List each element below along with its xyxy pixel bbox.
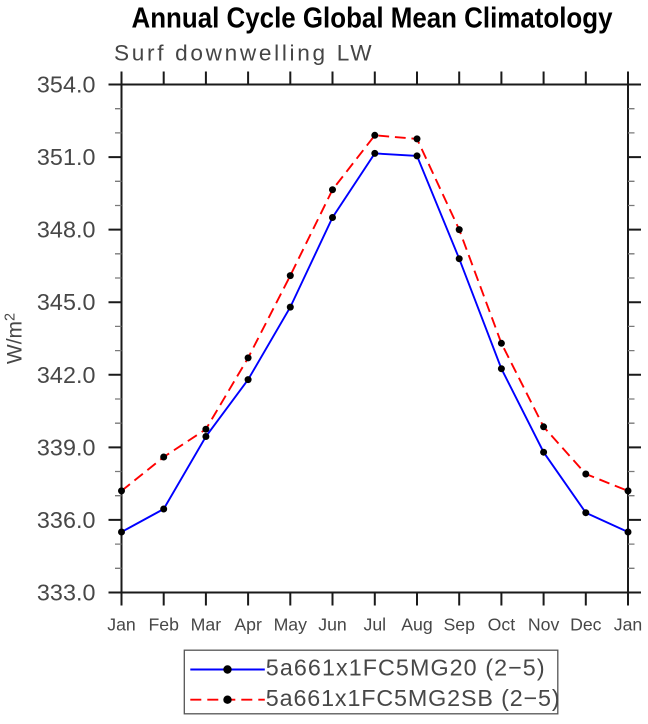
svg-text:Sep: Sep [443,615,475,635]
svg-text:351.0: 351.0 [37,144,96,170]
svg-text:Mar: Mar [191,615,222,635]
svg-text:Nov: Nov [528,615,560,635]
svg-text:354.0: 354.0 [37,72,96,98]
svg-text:Aug: Aug [401,615,432,635]
svg-text:5a661x1FC5MG2SB (2−5): 5a661x1FC5MG2SB (2−5) [266,685,560,711]
svg-text:342.0: 342.0 [37,362,96,388]
svg-text:Dec: Dec [570,615,602,635]
svg-text:345.0: 345.0 [37,289,96,315]
svg-text:339.0: 339.0 [37,434,96,460]
svg-text:5a661x1FC5MG20 (2−5): 5a661x1FC5MG20 (2−5) [266,655,545,681]
svg-text:Feb: Feb [148,615,179,635]
svg-text:333.0: 333.0 [37,580,96,606]
svg-text:Apr: Apr [234,615,262,635]
svg-text:Jan: Jan [614,615,643,635]
svg-text:Jul: Jul [363,615,386,635]
svg-text:Surf downwelling LW: Surf downwelling LW [114,41,372,66]
svg-text:May: May [274,615,308,635]
svg-text:Jun: Jun [318,615,347,635]
svg-text:Jan: Jan [107,615,136,635]
svg-text:336.0: 336.0 [37,507,96,533]
svg-text:Annual Cycle Global Mean Clima: Annual Cycle Global Mean Climatology [132,3,613,35]
svg-text:348.0: 348.0 [37,217,96,243]
svg-text:Oct: Oct [488,615,516,635]
svg-text:W/m2: W/m2 [3,313,27,364]
